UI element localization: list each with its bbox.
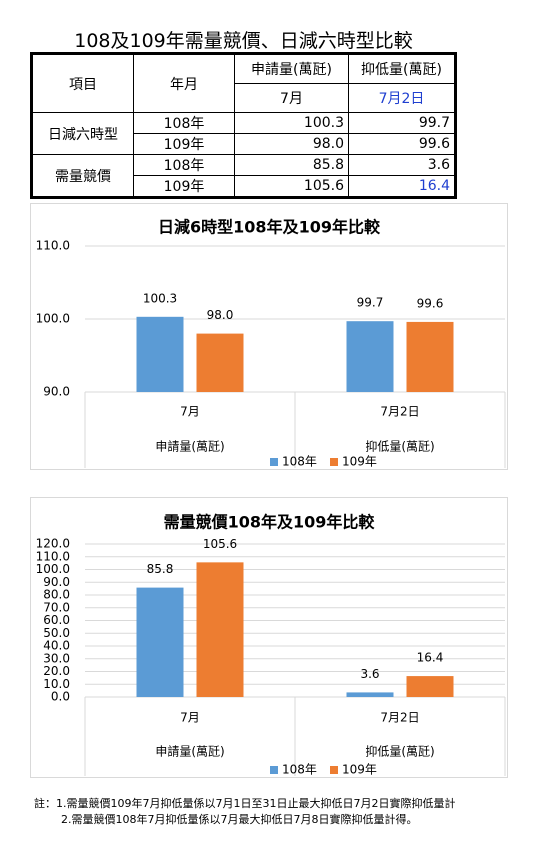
data-label: 98.0 xyxy=(207,308,234,322)
bar xyxy=(196,562,244,697)
bar xyxy=(406,676,454,697)
table-header: 項目 xyxy=(31,53,134,113)
legend-label: 109年 xyxy=(342,455,377,469)
bar xyxy=(136,316,184,392)
y-tick-label: 110.0 xyxy=(36,549,70,563)
data-label: 99.6 xyxy=(417,296,444,310)
y-tick-label: 50.0 xyxy=(43,626,70,640)
data-label: 85.8 xyxy=(147,562,174,576)
value-cell: 3.6 xyxy=(348,154,456,176)
data-label: 100.3 xyxy=(143,291,177,305)
bar xyxy=(346,321,394,392)
y-tick-label: 0.0 xyxy=(51,690,70,704)
bar xyxy=(346,692,394,697)
comparison-table: 項目 年月 申請量(萬瓩) 抑低量(萬瓩) 7月 7月2日 日減六時型 108年… xyxy=(30,52,457,199)
y-tick-label: 60.0 xyxy=(43,613,70,627)
value-cell: 100.3 xyxy=(234,112,349,134)
page-title: 108及109年需量競價、日減六時型比較 xyxy=(74,30,413,52)
table-header: 申請量(萬瓩) xyxy=(234,53,349,84)
x-tick-label: 7月2日 xyxy=(380,711,419,725)
data-label: 3.6 xyxy=(360,667,379,681)
legend-swatch xyxy=(270,458,278,466)
chart: 需量競價108年及109年比較 0.010.020.030.040.050.060… xyxy=(30,497,508,778)
data-label: 16.4 xyxy=(417,651,444,665)
table-subheader: 7月 xyxy=(234,83,349,113)
year-cell: 108年 xyxy=(133,112,235,134)
y-tick-label: 110.0 xyxy=(36,239,70,253)
note: 2.需量競價108年7月抑低量係以7月最大抑低日7月8日實際抑低量計得。 xyxy=(61,813,418,826)
value-cell: 105.6 xyxy=(234,175,349,198)
legend-swatch xyxy=(330,766,338,774)
legend-label: 109年 xyxy=(342,763,377,777)
y-tick-label: 90.0 xyxy=(43,385,70,399)
legend-label: 108年 xyxy=(282,455,317,469)
chart-border xyxy=(30,497,508,778)
y-tick-label: 70.0 xyxy=(43,600,70,614)
y-tick-label: 100.0 xyxy=(36,562,70,576)
year-cell: 109年 xyxy=(133,133,235,155)
chart-border xyxy=(30,203,508,470)
y-tick-label: 80.0 xyxy=(43,588,70,602)
value-cell: 99.7 xyxy=(348,112,456,134)
value-cell: 85.8 xyxy=(234,154,349,176)
y-tick-label: 120.0 xyxy=(36,537,70,551)
y-tick-label: 40.0 xyxy=(43,639,70,653)
y-tick-label: 100.0 xyxy=(36,312,70,326)
value-cell: 99.6 xyxy=(348,133,456,155)
data-label: 99.7 xyxy=(357,296,384,310)
data-label: 105.6 xyxy=(203,537,237,551)
legend-swatch xyxy=(330,458,338,466)
legend-swatch xyxy=(270,766,278,774)
bar xyxy=(196,333,244,392)
group-label: 需量競價 xyxy=(31,154,134,198)
bar xyxy=(136,587,184,697)
x-group-label: 申請量(萬瓩) xyxy=(155,440,224,454)
x-tick-label: 7月 xyxy=(180,711,200,725)
y-tick-label: 20.0 xyxy=(43,664,70,678)
y-tick-label: 10.0 xyxy=(43,677,70,691)
bar xyxy=(406,321,454,392)
year-cell: 108年 xyxy=(133,154,235,176)
year-cell: 109年 xyxy=(133,175,235,198)
x-group-label: 抑低量(萬瓩) xyxy=(365,439,434,454)
group-label: 日減六時型 xyxy=(31,112,134,155)
chart-title: 需量競價108年及109年比較 xyxy=(164,513,376,532)
legend-label: 108年 xyxy=(282,763,317,777)
note: 註：1.需量競價109年7月抑低量係以7月1日至31日止最大抑低日7月2日實際抑… xyxy=(34,797,456,810)
table-header: 抑低量(萬瓩) xyxy=(348,53,456,84)
x-group-label: 抑低量(萬瓩) xyxy=(365,744,434,759)
table-header: 年月 xyxy=(133,53,235,113)
table-subheader: 7月2日 xyxy=(348,83,456,113)
y-tick-label: 90.0 xyxy=(43,575,70,589)
value-cell: 98.0 xyxy=(234,133,349,155)
value-cell: 16.4 xyxy=(348,175,456,198)
x-tick-label: 7月 xyxy=(180,405,200,419)
x-group-label: 申請量(萬瓩) xyxy=(155,745,224,759)
y-tick-label: 30.0 xyxy=(43,651,70,665)
x-tick-label: 7月2日 xyxy=(380,405,419,419)
chart-title: 日減6時型108年及109年比較 xyxy=(158,218,381,237)
